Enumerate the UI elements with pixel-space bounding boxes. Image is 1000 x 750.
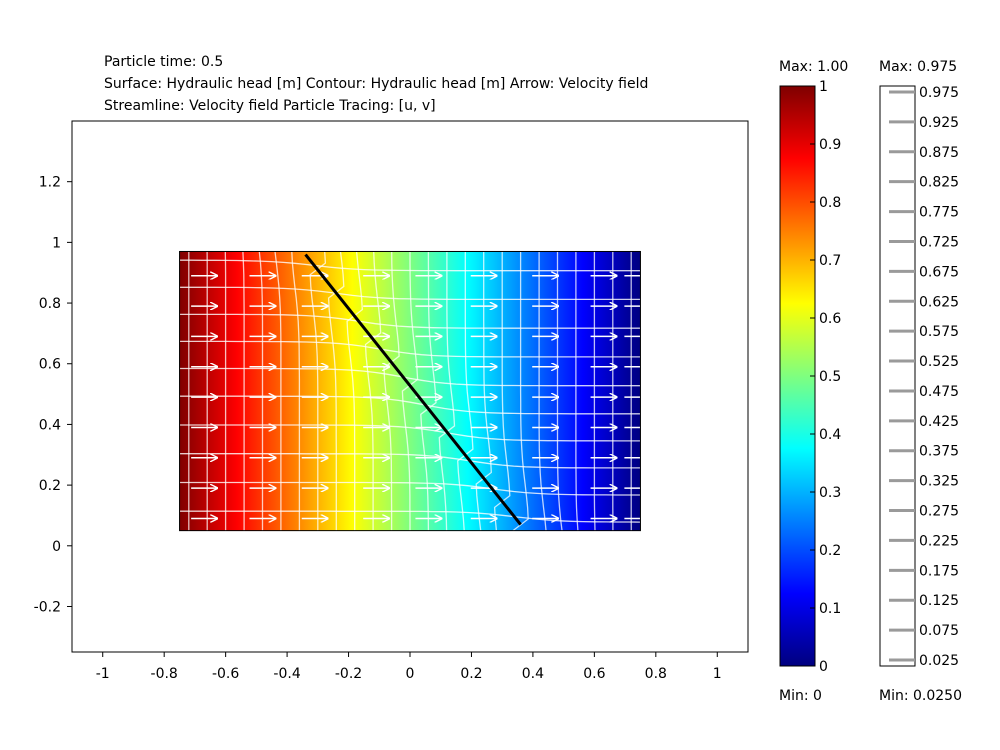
surface-colorbar-tick-label: 0.2 xyxy=(819,543,841,559)
streamline xyxy=(179,395,641,415)
contour-line xyxy=(475,251,492,531)
contour-level-label: 0.525 xyxy=(919,354,959,370)
x-tick-label: -0.4 xyxy=(273,666,300,682)
contour-line xyxy=(457,251,474,531)
y-tick-label: -0.2 xyxy=(34,599,61,615)
surface-colorbar-tick-label: 0.6 xyxy=(819,311,841,327)
x-tick-label: 0 xyxy=(406,666,415,682)
contour-level-label: 0.025 xyxy=(919,653,959,669)
title-particle-time: Particle time: 0.5 xyxy=(104,54,223,70)
streamline xyxy=(179,340,641,358)
y-tick-label: 0.4 xyxy=(39,417,61,433)
contour-level-label: 0.425 xyxy=(919,414,959,430)
axes-ticks: -1 -0.8 -0.6 -0.4 -0.2 0 0.2 0.4 0.6 0.8 1 -0.2 0 0.2… xyxy=(34,175,722,682)
contour-line xyxy=(327,251,345,531)
surface-colorbar-tick-label: 0.4 xyxy=(819,427,841,443)
surface-colorbar-tick-label: 0.1 xyxy=(819,601,841,617)
surface-colorbar-ticks: 0 0.1 0.2 0.3 0.4 0.5 0.6 0.7 0.8 0.9 1 xyxy=(810,79,841,675)
y-tick-label: 0.6 xyxy=(39,357,61,373)
contour-colorbar-levels: 0.975 0.925 0.875 0.825 0.775 0.725 0.675 0.625… xyxy=(889,85,959,669)
y-tick-label: 1 xyxy=(52,235,61,251)
contour-colorbar-max-label: Max: 0.975 xyxy=(879,59,957,75)
contour-line xyxy=(593,251,596,531)
x-tick-label: -0.2 xyxy=(335,666,362,682)
contour-line xyxy=(258,251,264,531)
streamline xyxy=(179,259,641,272)
contour-colorbar xyxy=(879,85,916,667)
contour-line xyxy=(274,251,282,531)
x-tick-label: 0.6 xyxy=(583,666,605,682)
streamline xyxy=(179,510,641,523)
contour-line xyxy=(575,251,579,531)
streamline xyxy=(179,286,641,301)
contour-level-label: 0.075 xyxy=(919,623,959,639)
contour-level-label: 0.625 xyxy=(919,294,959,310)
contour-level-label: 0.925 xyxy=(919,115,959,131)
streamline xyxy=(179,367,641,387)
streamline xyxy=(179,481,641,496)
contour-level-label: 0.175 xyxy=(919,563,959,579)
contour-line xyxy=(556,251,563,531)
contour-line xyxy=(512,251,529,531)
surface-colorbar-tick-label: 0 xyxy=(819,659,828,675)
hydraulic-head-surface xyxy=(179,250,641,532)
contour-level-label: 0.275 xyxy=(919,504,959,520)
contour-level-label: 0.125 xyxy=(919,593,959,609)
y-tick-label: 1.2 xyxy=(39,175,61,191)
x-tick-label: 0.2 xyxy=(460,666,482,682)
contour-line xyxy=(346,251,363,531)
contour-line xyxy=(538,251,547,531)
surface-colorbar-tick-label: 0.7 xyxy=(819,253,841,269)
contour-level-label: 0.375 xyxy=(919,444,959,460)
x-tick-label: 1 xyxy=(713,666,722,682)
contour-line xyxy=(401,251,419,531)
contour-level-label: 0.475 xyxy=(919,384,959,400)
surface-colorbar-tick-label: 0.9 xyxy=(819,137,841,153)
contour-level-label: 0.875 xyxy=(919,145,959,161)
contour-line xyxy=(420,251,437,531)
surface-colorbar-tick-label: 0.5 xyxy=(819,369,841,385)
contour-level-label: 0.225 xyxy=(919,533,959,549)
surface-colorbar-max-label: Max: 1.00 xyxy=(779,59,848,75)
surface-colorbar-tick-label: 0.8 xyxy=(819,195,841,211)
contour-level-label: 0.775 xyxy=(919,205,959,221)
surface-colorbar xyxy=(779,85,816,667)
y-tick-label: 0 xyxy=(52,539,61,555)
contour-line xyxy=(493,251,511,531)
fault-line xyxy=(304,253,522,526)
x-tick-label: 0.4 xyxy=(522,666,544,682)
title-tracing-fields: Streamline: Velocity field Particle Trac… xyxy=(104,98,436,114)
streamline xyxy=(179,453,641,469)
x-tick-label: -0.8 xyxy=(151,666,178,682)
contour-line xyxy=(291,251,301,531)
streamline xyxy=(179,424,641,442)
contour-level-label: 0.725 xyxy=(919,234,959,250)
contour-level-label: 0.975 xyxy=(919,85,959,101)
y-tick-label: 0.2 xyxy=(39,478,61,494)
streamline xyxy=(179,313,641,329)
contour-line xyxy=(309,251,327,531)
flow-overlay xyxy=(179,251,641,531)
contour-line xyxy=(242,251,245,531)
surface-colorbar-min-label: Min: 0 xyxy=(779,688,822,704)
contour-colorbar-min-label: Min: 0.0250 xyxy=(879,688,962,704)
domain-boundary xyxy=(179,250,641,532)
surface-colorbar-tick-label: 1 xyxy=(819,79,828,95)
contour-level-label: 0.675 xyxy=(919,264,959,280)
x-tick-label: -0.6 xyxy=(212,666,239,682)
y-tick-label: 0.8 xyxy=(39,296,61,312)
contour-level-label: 0.325 xyxy=(919,474,959,490)
title-plot-fields: Surface: Hydraulic head [m] Contour: Hyd… xyxy=(104,76,648,92)
surface-colorbar-tick-label: 0.3 xyxy=(819,485,841,501)
x-tick-label: 0.8 xyxy=(645,666,667,682)
contour-level-label: 0.575 xyxy=(919,324,959,340)
x-tick-label: -1 xyxy=(96,666,110,682)
contour-level-label: 0.825 xyxy=(919,175,959,191)
